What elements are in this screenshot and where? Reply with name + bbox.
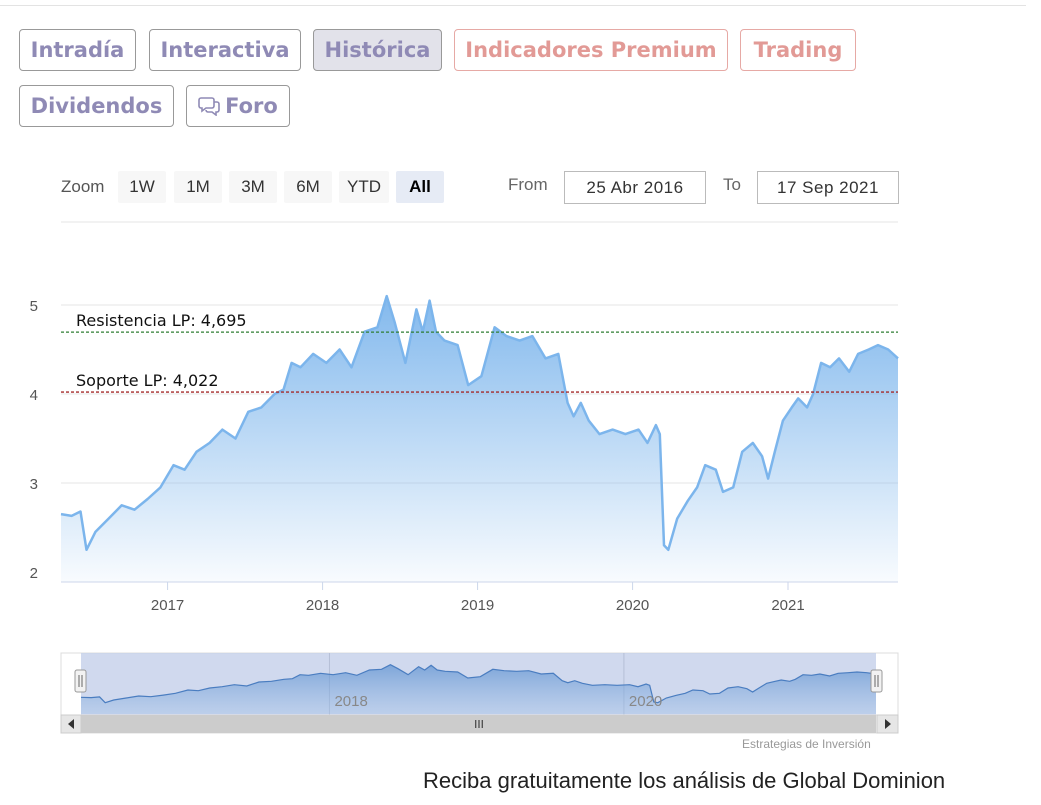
to-date-input[interactable]: 17 Sep 2021 [757, 171, 899, 204]
x-tick-label: 2017 [151, 597, 184, 614]
y-axis-labels: 2 3 4 5 [30, 298, 38, 582]
price-line [60, 294, 899, 552]
tab-label: Interactiva [160, 38, 290, 62]
navigator-left-handle[interactable] [74, 669, 87, 693]
credits-text[interactable]: Estrategias de Inversión [742, 737, 871, 751]
x-tick-label: 2019 [461, 597, 494, 614]
tab-foro[interactable]: Foro [186, 85, 290, 127]
price-chart: 2 3 4 5 Resistencia LP: 4,695 Soporte LP: 4,… [30, 221, 899, 734]
scrollbar[interactable]: III [60, 714, 899, 734]
navigator-x-label: 2020 [629, 693, 662, 710]
zoom-1w-button[interactable]: 1W [118, 171, 166, 203]
tab-dividendos[interactable]: Dividendos [19, 85, 174, 127]
footer-cta[interactable]: Reciba gratuitamente los análisis de Glo… [423, 768, 946, 793]
zoom-3m-button[interactable]: 3M [229, 171, 277, 203]
tab-indicadores-premium[interactable]: Indicadores Premium [454, 29, 728, 71]
tab-interactiva[interactable]: Interactiva [149, 29, 301, 71]
navigator-x-labels: 2018 2020 [334, 693, 662, 710]
x-tick-label: 2021 [771, 597, 804, 614]
from-date-input[interactable]: 25 Abr 2016 [564, 171, 706, 204]
zoom-6m-button[interactable]: 6M [284, 171, 332, 203]
scrollbar-left-arrow[interactable] [60, 714, 82, 734]
zoom-1m-button[interactable]: 1M [174, 171, 222, 203]
x-axis-labels: 2017 2018 2019 2020 2021 [151, 582, 805, 614]
y-tick-label: 2 [30, 565, 38, 582]
price-area [61, 296, 898, 582]
x-tick-label: 2018 [306, 597, 339, 614]
top-divider [0, 0, 1026, 6]
navigator-x-label: 2018 [334, 693, 367, 710]
navigator-line [80, 664, 877, 704]
tab-label: Intradía [30, 38, 125, 62]
tab-label: Foro [225, 94, 278, 118]
tab-label: Histórica [324, 38, 431, 62]
plot-line-label: Resistencia LP: 4,695 [76, 311, 247, 330]
scrollbar-right-arrow[interactable] [876, 714, 899, 734]
navigator[interactable]: 2018 2020 [60, 652, 899, 716]
scrollbar-thumb[interactable] [81, 715, 876, 733]
scrollbar-grip[interactable]: III [474, 718, 484, 731]
tab-label: Trading [753, 38, 843, 62]
speech-bubbles-icon [198, 96, 220, 116]
tab-trading[interactable]: Trading [740, 29, 856, 71]
y-tick-label: 3 [30, 476, 38, 493]
y-tick-label: 4 [30, 387, 38, 404]
from-label: From [508, 175, 548, 194]
tab-intradia[interactable]: Intradía [19, 29, 136, 71]
navigator-right-handle[interactable] [870, 669, 883, 693]
to-label: To [723, 175, 741, 194]
x-tick-label: 2020 [616, 597, 649, 614]
tab-label: Dividendos [30, 94, 163, 118]
tab-label: Indicadores Premium [465, 38, 717, 62]
plot-lines: Resistencia LP: 4,695 Soporte LP: 4,022 [61, 311, 898, 393]
zoom-ytd-button[interactable]: YTD [339, 171, 389, 203]
navigator-area [81, 664, 876, 714]
y-tick-label: 5 [30, 298, 38, 315]
zoom-all-button[interactable]: All [396, 171, 444, 203]
zoom-label: Zoom [61, 177, 105, 196]
plot-line-label: Soporte LP: 4,022 [76, 371, 219, 390]
tab-historica[interactable]: Histórica [313, 29, 442, 71]
